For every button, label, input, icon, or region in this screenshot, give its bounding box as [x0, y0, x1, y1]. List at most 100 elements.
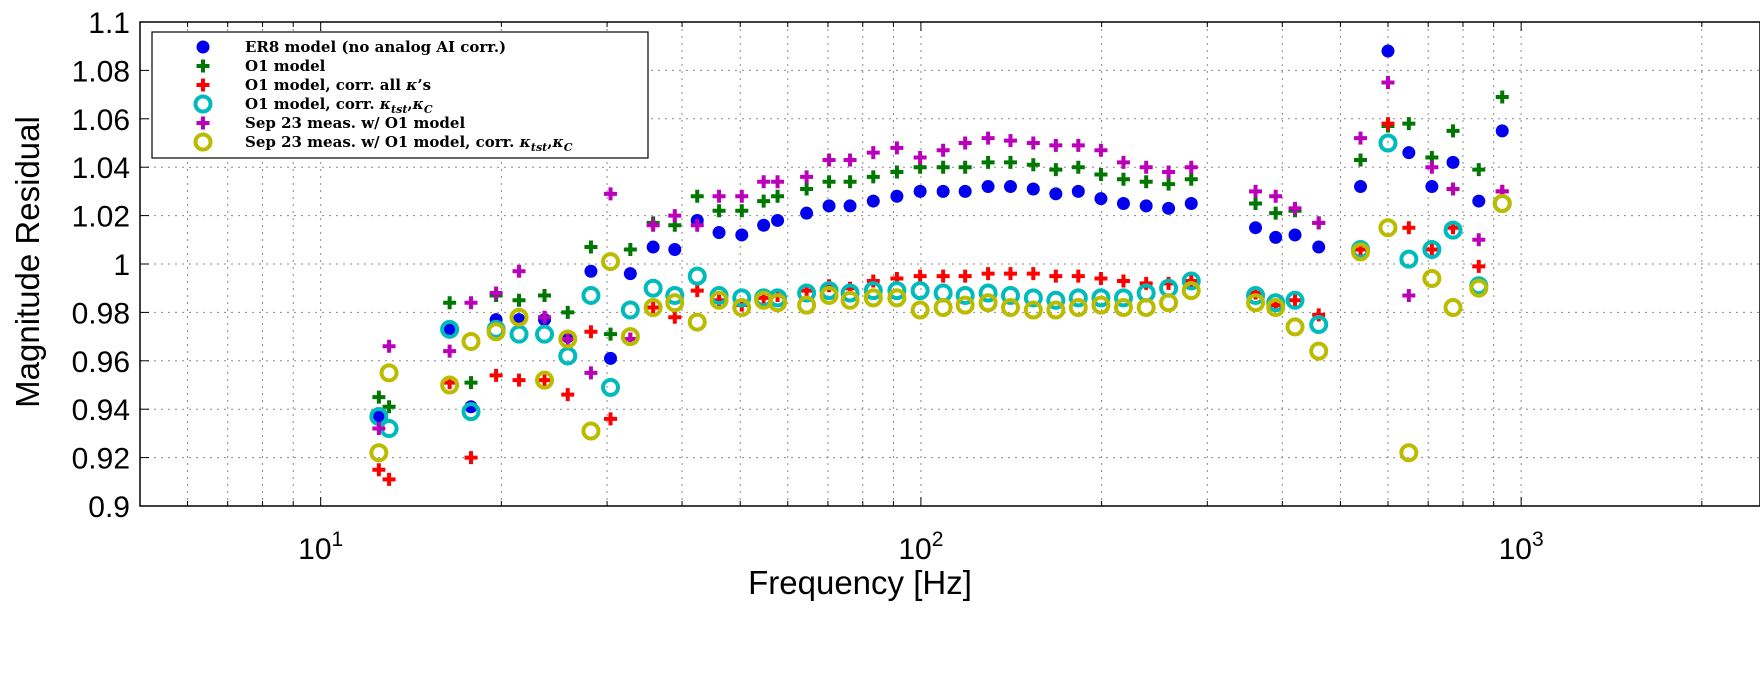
data-point [646, 240, 660, 254]
data-point [1288, 228, 1302, 242]
data-point [1116, 274, 1130, 288]
data-point [732, 298, 752, 318]
y-tick-label: 0.94 [72, 394, 130, 427]
data-point [1071, 184, 1085, 198]
data-point [1312, 216, 1326, 230]
data-point [1162, 165, 1176, 179]
data-point [757, 194, 771, 208]
data-point [1381, 117, 1395, 131]
data-point [1139, 160, 1153, 174]
data-point [1266, 298, 1286, 318]
data-point [1184, 160, 1198, 174]
legend-marker [196, 59, 210, 73]
legend-marker [193, 94, 213, 114]
data-point [584, 264, 598, 278]
data-point [1113, 298, 1133, 318]
data-point [800, 206, 814, 220]
data-point [581, 285, 601, 305]
data-point [687, 266, 707, 286]
data-point [887, 288, 907, 308]
data-point [382, 472, 396, 486]
data-point [646, 218, 660, 232]
data-point [604, 351, 618, 365]
data-point [1472, 233, 1486, 247]
data-point [1071, 160, 1085, 174]
y-tick-label: 1.06 [72, 104, 130, 137]
data-point [757, 175, 771, 189]
data-point [687, 312, 707, 332]
data-point [1378, 218, 1398, 238]
data-point [561, 332, 575, 346]
x-axis-label: Frequency [Hz] [748, 564, 972, 601]
data-point [1288, 201, 1302, 215]
data-point [1446, 124, 1460, 138]
data-point [936, 143, 950, 157]
y-tick-label: 0.96 [72, 346, 130, 379]
data-point [797, 283, 817, 303]
axis-ticks [139, 21, 1703, 507]
data-point [1049, 163, 1063, 177]
data-point [800, 170, 814, 184]
data-point [623, 242, 637, 256]
data-point [1425, 242, 1439, 256]
data-point [1000, 298, 1020, 318]
data-point [372, 390, 386, 404]
data-point [1068, 298, 1088, 318]
legend-label: Sep 23 meas. w/ O1 model [245, 114, 465, 132]
data-point [1492, 194, 1512, 213]
data-point [843, 199, 857, 213]
data-point [690, 284, 704, 298]
data-point [1094, 143, 1108, 157]
tick-labels: 0.9 0.92 0.94 0.96 0.98 1 1.02 1.04 1.06 1.08 1.1 1… [72, 7, 1544, 566]
legend-box [151, 31, 649, 159]
data-point [1381, 44, 1395, 58]
data-point [1269, 230, 1283, 244]
data-point [461, 402, 481, 422]
data-point [1422, 239, 1442, 259]
data-point [668, 242, 682, 256]
data-point [1026, 267, 1040, 281]
data-point [1139, 175, 1153, 189]
data-point [643, 298, 663, 318]
y-tick-label: 0.92 [72, 443, 130, 476]
data-point [643, 278, 663, 298]
data-point [1046, 290, 1066, 310]
data-point [1049, 138, 1063, 152]
data-point [369, 443, 389, 463]
data-point [623, 267, 637, 281]
legend-label: O1 model, corr. κtst,κC [245, 95, 433, 116]
data-point [933, 298, 953, 318]
data-point [936, 269, 950, 283]
legend-label: O1 model, corr. all κ’s [245, 76, 431, 94]
data-point [512, 373, 526, 387]
data-point [372, 409, 386, 423]
data-point [1071, 269, 1085, 283]
data-point [1446, 182, 1460, 196]
data-point [1402, 221, 1416, 235]
legend-label: Sep 23 meas. w/ O1 model, corr. κtst,κC [245, 133, 573, 154]
data-point [1354, 153, 1368, 167]
data-point [955, 295, 975, 315]
data-point [958, 160, 972, 174]
x-tick-label: 102 [898, 528, 943, 566]
data-point [1026, 182, 1040, 196]
data-point [1026, 136, 1040, 150]
data-point [646, 301, 660, 315]
data-point [887, 281, 907, 301]
data-point [1288, 293, 1302, 307]
data-point [512, 293, 526, 307]
data-point [913, 184, 927, 198]
data-point [1312, 308, 1326, 322]
y-tick-label: 1.04 [72, 152, 130, 185]
data-point [620, 300, 640, 320]
data-point [535, 324, 555, 344]
data-point [440, 319, 460, 339]
data-point [1249, 221, 1263, 235]
data-point [1023, 288, 1043, 308]
data-point [981, 267, 995, 281]
data-point [735, 204, 749, 218]
data-point [1000, 285, 1020, 305]
data-point [443, 296, 457, 310]
data-point [840, 283, 860, 303]
data-point [443, 322, 457, 336]
